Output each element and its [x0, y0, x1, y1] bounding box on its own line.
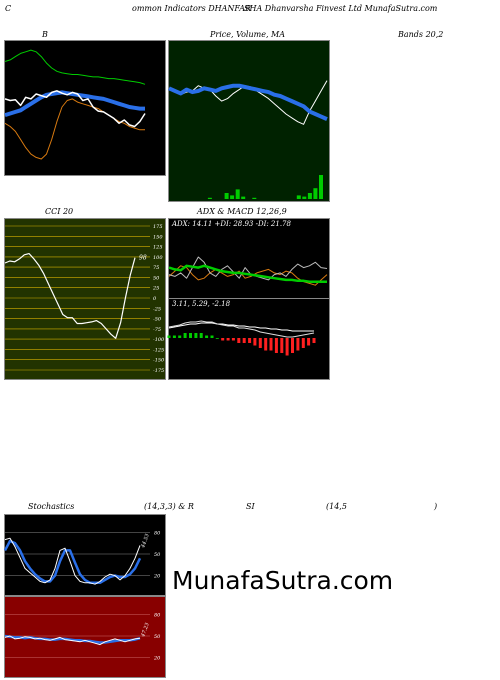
cci-tick-label: 75 — [153, 265, 159, 271]
macd-histogram-bar — [172, 335, 176, 338]
adx-readout: ADX: 14.11 +DI: 28.93 -DI: 21.78 — [172, 220, 291, 228]
macd-histogram-bar — [242, 338, 246, 343]
header-title-2: SHA Dhanvarsha Finvest Ltd MunafaSutra.c… — [244, 4, 438, 13]
stoch-d-line — [3, 539, 142, 585]
macd-readout: 3.11, 5.29, -2.18 — [172, 300, 231, 308]
cci-value-label: 98 — [139, 255, 147, 262]
volume-bar — [307, 193, 312, 199]
macd-histogram-bar — [231, 338, 235, 341]
stoch-tick-label: 20 — [153, 574, 161, 580]
macd-signal-line — [168, 322, 314, 332]
volume-bar — [207, 197, 212, 199]
rsi-average-line — [4, 634, 141, 644]
bands-label: Bands 20,2 — [398, 30, 444, 39]
macd-histogram-bar — [237, 338, 241, 343]
cci-tick-label: -75 — [153, 327, 161, 333]
cci-tick-label: 0 — [153, 296, 157, 302]
macd-histogram-bar — [258, 338, 262, 348]
macd-histogram-bar — [285, 338, 289, 356]
macd-histogram-bar — [280, 338, 284, 353]
cci-tick-label: 125 — [153, 245, 163, 251]
rsi-tick-label: 80 — [154, 612, 161, 618]
stoch-tick-label: 50 — [154, 552, 161, 558]
volume-bar — [224, 193, 229, 199]
cci-tick-label: -25 — [153, 306, 161, 312]
cci-tick-label: -150 — [153, 358, 165, 364]
macd-histogram-bar — [301, 338, 305, 348]
adx-macd-label: ADX & MACD 12,26,9 — [197, 207, 287, 216]
cci-label: CCI 20 — [45, 207, 74, 216]
macd-histogram-bar — [199, 333, 203, 338]
volume-bar — [235, 189, 240, 199]
macd-histogram-bar — [183, 333, 187, 338]
rsi-label: SI — [246, 502, 255, 511]
cci-tick-label: -125 — [153, 347, 164, 353]
adx-minus-di-line — [168, 265, 328, 286]
cci-tick-label: 50 — [153, 275, 160, 281]
macd-histogram-bar — [253, 338, 257, 346]
cci-tick-label: 175 — [153, 224, 163, 230]
macd-histogram-bar — [296, 338, 300, 351]
price-ma-line — [168, 83, 328, 121]
cci-panel — [4, 218, 166, 380]
macd-histogram-bar — [291, 338, 294, 353]
cci-tick-label: -100 — [153, 337, 165, 343]
macd-histogram-bar — [167, 335, 171, 338]
cci-tick-label: -50 — [153, 317, 162, 323]
stoch-tick-label: 80 — [154, 530, 161, 536]
bollinger-upper-band — [4, 49, 146, 85]
macd-histogram-bar — [215, 338, 219, 339]
macd-histogram-bar — [307, 338, 311, 346]
macd-histogram-bar — [221, 338, 225, 341]
adx-panel — [168, 218, 330, 300]
macd-histogram-bar — [210, 335, 214, 338]
bollinger-price-line — [4, 90, 146, 128]
volume-bar — [230, 195, 235, 199]
macd-histogram-bar — [264, 338, 268, 351]
rsi-params: (14,5 — [326, 502, 347, 511]
macd-histogram-bar — [312, 338, 316, 343]
cci-tick-label: 100 — [153, 255, 163, 261]
price-label: Price, Volume, MA — [210, 30, 286, 39]
macd-histogram-bar — [189, 333, 192, 338]
price-panel — [168, 40, 330, 202]
macd-line — [168, 320, 315, 338]
volume-bar — [296, 195, 301, 199]
adx-line — [168, 264, 327, 283]
volume-bar — [252, 197, 257, 199]
macd-histogram-bar — [269, 338, 273, 351]
adx-plus-di-line — [168, 256, 328, 281]
rsi-tick-label: 50 — [154, 634, 161, 640]
cci-tick-label: -175 — [153, 368, 164, 374]
cci-tick-label: 150 — [153, 234, 163, 240]
macd-histogram-bar — [274, 338, 278, 353]
volume-bar — [302, 196, 307, 199]
volume-bar — [319, 175, 323, 199]
macd-histogram-bar — [194, 333, 198, 338]
volume-bar — [241, 196, 246, 199]
macd-histogram-bar — [178, 335, 182, 338]
macd-histogram-bar — [226, 338, 230, 341]
header-title-1: ommon Indicators DHANFAR — [132, 4, 252, 13]
rsi-value-label: 47.23 — [140, 622, 151, 638]
macd-histogram-bar — [248, 338, 252, 343]
cci-tick-label: 25 — [152, 286, 159, 292]
bollinger-label: B — [42, 30, 48, 39]
bollinger-middle-band — [4, 90, 145, 118]
header-c: C — [5, 4, 12, 13]
rsi-tick-label: 20 — [153, 656, 161, 662]
rsi-line — [4, 635, 141, 646]
macd-histogram-bar — [205, 335, 209, 338]
watermark: MunafaSutra.com — [172, 566, 394, 595]
stoch-params: (14,3,3) & R — [144, 502, 194, 511]
cci-line — [4, 253, 136, 339]
stoch-k-line — [4, 537, 141, 585]
rsi-close: ) — [434, 502, 438, 511]
stoch-value-label: 44.53 — [140, 533, 151, 549]
stoch-label: Stochastics — [28, 502, 75, 511]
volume-bar — [313, 188, 318, 199]
